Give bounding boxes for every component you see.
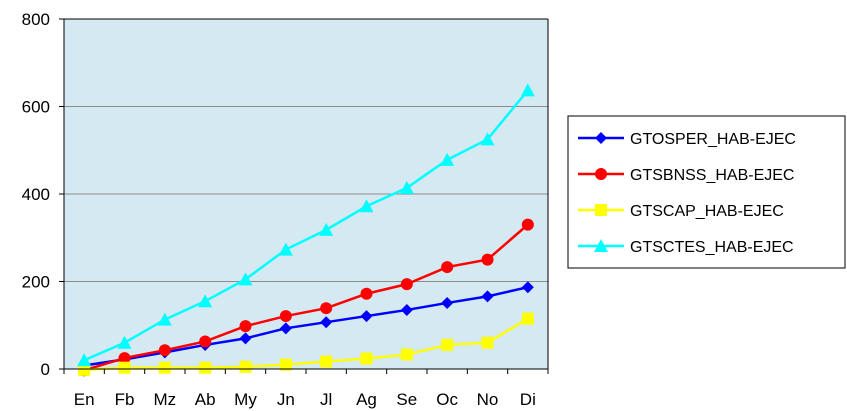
series-line [83, 89, 529, 362]
data-point [77, 353, 92, 367]
series-GTSCTES_HAB-EJEC [77, 83, 535, 367]
x-tick-label: Fb [115, 390, 135, 409]
data-point [481, 336, 494, 349]
data-point [441, 261, 454, 274]
x-tick-label: Ab [195, 390, 216, 409]
legend-item: GTOSPER_HAB-EJEC [578, 131, 796, 148]
data-point [239, 332, 252, 345]
data-point [441, 338, 454, 351]
data-point [521, 281, 534, 294]
data-point [521, 312, 534, 325]
data-point [239, 360, 252, 373]
data-point [400, 303, 413, 316]
data-point [480, 132, 495, 146]
data-point [157, 312, 172, 326]
data-point [481, 290, 494, 303]
data-point [118, 352, 131, 365]
data-point [441, 296, 454, 309]
legend-label: GTSBNSS_HAB-EJEC [630, 167, 794, 184]
legend-label: GTSCTES_HAB-EJEC [630, 239, 794, 256]
data-point [319, 222, 334, 236]
legend-item: GTSCTES_HAB-EJEC [578, 239, 794, 256]
legend: GTOSPER_HAB-EJEC GTSBNSS_HAB-EJEC GTSCAP_H… [567, 115, 846, 269]
legend-marker [595, 132, 607, 144]
legend-item: GTSBNSS_HAB-EJEC [578, 167, 794, 184]
legend-label: GTOSPER_HAB-EJEC [630, 131, 796, 148]
x-tick-label: Jn [277, 390, 295, 409]
series-line [83, 223, 529, 372]
legend-marker [595, 204, 607, 216]
data-point [520, 83, 535, 97]
data-point [278, 242, 293, 256]
x-tick-label: My [234, 390, 257, 409]
data-point [199, 361, 212, 374]
data-point [279, 322, 292, 335]
x-tick-label: En [74, 390, 95, 409]
legend-marker [595, 168, 607, 180]
x-tick-label: Di [520, 390, 536, 409]
data-point [360, 287, 373, 300]
data-point [279, 310, 292, 323]
legend-label: GTSCAP_HAB-EJEC [630, 203, 784, 220]
data-point [238, 272, 253, 286]
y-tick-label: 600 [22, 98, 50, 117]
data-point [158, 344, 171, 357]
data-point [400, 348, 413, 361]
x-tick-label: Jl [320, 390, 332, 409]
series-line [83, 285, 529, 367]
data-point [279, 358, 292, 371]
data-point [78, 363, 91, 376]
legend-item: GTSCAP_HAB-EJEC [578, 203, 784, 220]
data-point [198, 294, 213, 308]
series-line [84, 317, 529, 372]
legend-marker [594, 239, 608, 252]
data-point [320, 302, 333, 315]
x-tick-label: Mz [153, 390, 176, 409]
series-GTSCAP_HAB-EJEC [78, 312, 534, 376]
y-tick-label: 200 [22, 273, 50, 292]
data-point [199, 335, 212, 348]
data-point [399, 180, 414, 194]
series-layer [77, 83, 535, 377]
y-tick-label: 800 [22, 10, 50, 29]
y-tick-label: 400 [22, 185, 50, 204]
data-point [440, 152, 455, 166]
data-point [359, 199, 374, 213]
data-point [320, 316, 333, 329]
x-tick-label: Oc [436, 390, 458, 409]
data-point [117, 335, 132, 349]
data-point [320, 355, 333, 368]
data-point [521, 218, 534, 231]
x-tick-label: No [477, 390, 499, 409]
x-tick-label: Se [396, 390, 417, 409]
data-point [360, 310, 373, 323]
data-point [400, 278, 413, 291]
data-point [360, 352, 373, 365]
data-point [118, 361, 131, 374]
data-point [481, 253, 494, 266]
data-point [239, 320, 252, 333]
axes: 0 200 400 600 800 En Fb Mz Ab My Jn Jl Ag Se Oc No Di [22, 10, 549, 409]
y-tick-label: 0 [41, 360, 50, 379]
data-point [158, 361, 171, 374]
x-tick-label: Ag [356, 390, 377, 409]
legend-box [567, 115, 846, 269]
